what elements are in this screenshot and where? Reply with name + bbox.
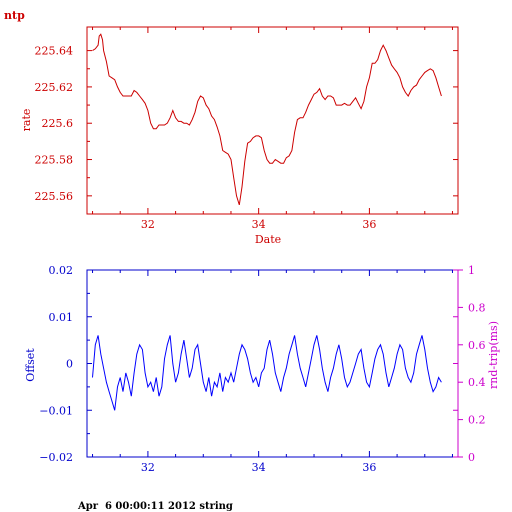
rate-y-ticks: 225.56 225.58 225.6 225.62 225.64 [35,45,458,203]
y-tick-label: 225.56 [35,190,74,203]
y2-tick-label: 1 [468,264,475,277]
offset-plot-frame [86,269,459,458]
x-tick-label: 34 [252,461,266,474]
rate-chart: ntp 225.56 225.58 225.6 225.62 225.64 32 34 36… [4,9,459,246]
x-tick-label: 36 [362,218,376,231]
x-tick-label: 34 [252,218,266,231]
y-tick-label: 225.58 [35,154,74,167]
offset-x-ticks: 32 34 36 [92,270,453,474]
x-tick-label: 32 [141,218,155,231]
rate-y-axis-label: rate [20,109,33,132]
y2-tick-label: 0.6 [468,339,486,352]
y-tick-label: 0 [66,358,73,371]
rate-x-ticks: 32 34 36 [92,27,453,231]
rate-x-axis-label: Date [255,233,281,246]
y-tick-label: 0.02 [49,264,74,277]
y-tick-label: 225.62 [35,81,74,94]
offset-series-line [92,335,442,411]
y-tick-label: 225.64 [35,45,74,58]
y2-tick-label: 0.4 [468,376,486,389]
rate-series-line [92,33,442,206]
offset-y-axis-label: Offset [24,348,37,382]
y2-tick-label: 0.2 [468,414,486,427]
rate-plot-frame [86,26,459,215]
y2-tick-label: 0.8 [468,301,486,314]
x-tick-label: 32 [141,461,155,474]
y-tick-label: −0.02 [39,451,73,464]
y-tick-label: 225.6 [42,117,74,130]
y-tick-label: 0.01 [49,311,74,324]
footer-timestamp: Apr 6 00:00:11 2012 string [77,501,233,512]
y-tick-label: −0.01 [39,404,73,417]
chart-title: ntp [4,9,25,22]
y2-tick-label: 0 [468,451,475,464]
offset-y-ticks: −0.02 −0.01 0 0.01 0.02 [39,264,458,464]
roundtrip-y-ticks: 0 0.2 0.4 0.6 0.8 1 [458,264,486,464]
x-tick-label: 36 [362,461,376,474]
roundtrip-y-axis-label: rnd-trip(ms) [487,321,500,389]
